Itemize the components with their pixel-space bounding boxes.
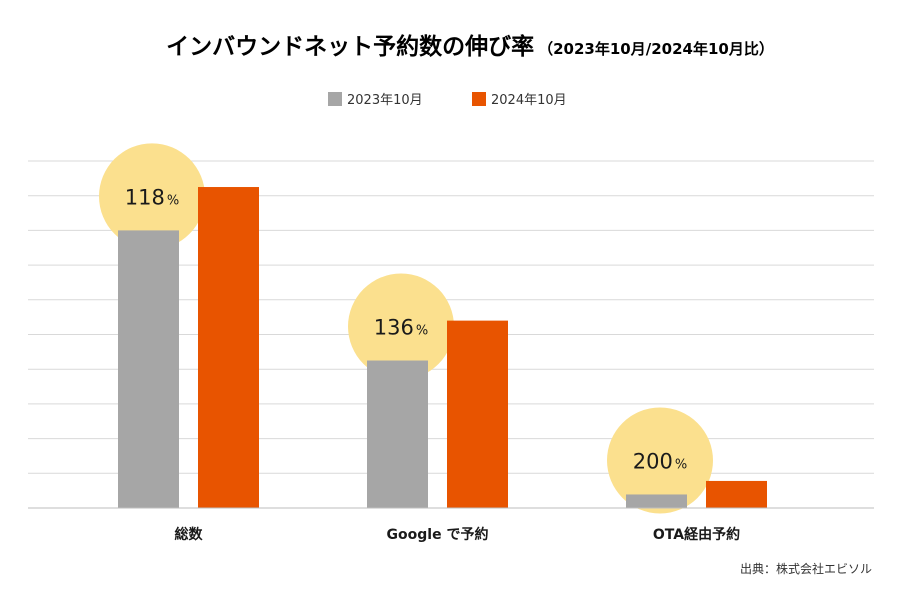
legend-label-2023: 2023年10月 [347,93,423,108]
legend-swatch-2023 [328,92,342,106]
legend-swatch-2024 [472,92,486,106]
highlight-circles [99,143,713,514]
growth-label: 118% [125,185,179,209]
bar-2024 [198,187,259,508]
bar-2024 [706,480,767,508]
growth-label: 200% [633,449,687,473]
category-label: 総数 [175,526,204,543]
category-label: OTA経由予約 [653,526,740,543]
growth-labels: 118 %136 %200% [125,185,687,473]
bar-2023 [118,230,179,508]
chart-title: インバウンドネット予約数の伸び率 （2023年10月/2024年10月比） [166,33,774,60]
growth-value: 200 [633,449,673,473]
growth-value: 136 [374,316,414,340]
category-labels: 総数 Google で予約 OTA経由予約 [175,526,741,543]
category-label: Google で予約 [387,526,489,543]
growth-value: 118 [125,185,165,209]
legend-label-2024: 2024年10月 [491,93,567,108]
source-note: 出典：株式会社エビソル [740,561,872,576]
bar-2023 [367,360,428,508]
legend: 2023年10月 2024年10月 [328,92,567,108]
highlight-circle [348,273,454,380]
bar-2024 [447,320,508,508]
highlight-circle [99,143,205,250]
bars [118,187,767,508]
growth-unit: % [167,193,179,208]
growth-label: 136% [374,316,428,340]
highlight-circle [607,407,713,514]
bar-2023 [626,494,687,508]
growth-unit: % [675,457,687,472]
growth-unit: % [416,324,428,339]
chart-subtitle: （2023年10月/2024年10月比） [538,40,774,58]
chart-title-main: インバウンドネット予約数の伸び率 [166,33,534,60]
